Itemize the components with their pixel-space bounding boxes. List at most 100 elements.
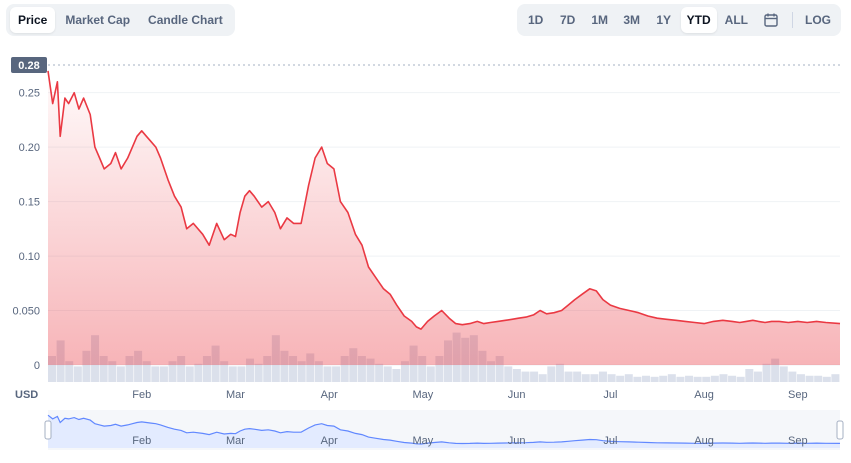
volume-bar <box>581 374 590 382</box>
range-1y-button[interactable]: 1Y <box>656 13 672 27</box>
x-tick-label: Jun <box>508 389 526 401</box>
y-tick-label: 0.050 <box>12 306 40 318</box>
volume-bar <box>779 366 788 382</box>
volume-bar <box>547 366 556 382</box>
volume-bar <box>246 358 255 382</box>
divider <box>792 12 793 28</box>
navigator-left-handle[interactable] <box>44 420 52 440</box>
volume-bar <box>185 366 194 382</box>
volume-bar <box>116 366 125 382</box>
tab-price[interactable]: Price <box>10 7 56 33</box>
volume-bar <box>719 374 728 382</box>
volume-bar <box>263 356 272 382</box>
volume-bar <box>151 366 160 382</box>
volume-bar <box>659 375 668 382</box>
x-axis-labels: Feb Mar Apr May Jun Jul Aug Sep <box>132 389 807 401</box>
range-ytd-button[interactable]: YTD <box>680 7 717 33</box>
volume-bar <box>357 356 366 382</box>
volume-bar <box>555 363 564 382</box>
navigator-tick-label: Apr <box>321 435 338 447</box>
volume-bar <box>297 361 306 382</box>
range-7d-button[interactable]: 7D <box>560 13 576 27</box>
volume-bar <box>676 376 685 382</box>
volume-bar <box>573 371 582 382</box>
navigator-tick-label: May <box>413 435 434 447</box>
tab-candle-chart[interactable]: Candle Chart <box>148 13 223 27</box>
volume-bar <box>125 356 134 382</box>
navigator-tick-label: Aug <box>694 435 714 447</box>
volume-bar <box>108 361 117 382</box>
volume-bar <box>375 363 384 382</box>
y-tick-label: 0.10 <box>19 251 40 263</box>
navigator-tick-label: Sep <box>788 435 808 447</box>
navigator-right-handle[interactable] <box>836 420 844 440</box>
volume-bar <box>633 376 642 382</box>
volume-bar <box>607 374 616 382</box>
navigator-tick-label: Mar <box>226 435 245 447</box>
volume-bar <box>831 374 840 382</box>
calendar-button[interactable] <box>756 7 786 33</box>
x-tick-label: Jul <box>603 389 617 401</box>
volume-bar <box>392 369 401 382</box>
volume-bar <box>418 356 427 382</box>
volume-bar <box>99 356 108 382</box>
y-tick-label: 0.20 <box>19 142 40 154</box>
volume-bar <box>349 348 358 382</box>
range-3m-button[interactable]: 3M <box>623 13 640 27</box>
chart-type-tabs: Price Market Cap Candle Chart <box>6 4 235 36</box>
tab-market-cap[interactable]: Market Cap <box>65 13 131 27</box>
y-axis-labels: 0 0.050 0.10 0.15 0.20 0.25 <box>12 88 40 372</box>
x-tick-label: Feb <box>132 389 151 401</box>
volume-bar <box>504 366 513 382</box>
volume-bar <box>530 371 539 382</box>
volume-bar <box>814 375 823 382</box>
log-scale-button[interactable]: LOG <box>805 13 831 27</box>
volume-bar <box>202 356 211 382</box>
navigator-line <box>47 414 841 445</box>
current-price-badge: 0.28 <box>11 57 47 73</box>
time-range-selector: 1D 7D 1M 3M 1Y YTD ALL LOG <box>516 4 841 36</box>
volume-bar <box>590 374 599 382</box>
navigator: Feb Mar Apr May Jun Jul Aug Sep <box>44 410 844 450</box>
volume-bar <box>194 363 203 382</box>
volume-bar <box>65 361 74 382</box>
volume-bar <box>228 366 237 382</box>
navigator-area <box>48 415 840 448</box>
volume-bar <box>753 371 762 382</box>
range-all-button[interactable]: ALL <box>724 13 748 27</box>
price-area-fill <box>48 70 840 366</box>
volume-bar <box>521 371 530 382</box>
volume-bar <box>745 369 754 382</box>
range-1d-button[interactable]: 1D <box>528 13 544 27</box>
current-price-label: 0.28 <box>18 60 39 72</box>
volume-bar <box>323 366 332 382</box>
volume-bar <box>340 356 349 382</box>
navigator-x-labels: Feb Mar Apr May Jun Jul Aug Sep <box>132 435 807 447</box>
y-tick-label: 0.15 <box>19 197 40 209</box>
volume-bar <box>332 366 341 382</box>
volume-bar <box>478 350 487 382</box>
x-tick-label: May <box>413 389 434 401</box>
x-tick-label: Mar <box>226 389 245 401</box>
volume-bar <box>685 375 694 382</box>
price-line <box>47 70 841 330</box>
volume-bar <box>693 376 702 382</box>
volume-bar <box>237 366 246 382</box>
volume-bar <box>736 376 745 382</box>
volume-bar <box>48 356 57 382</box>
volume-bar <box>366 358 375 382</box>
volume-bar <box>254 363 263 382</box>
volume-bar <box>426 366 435 382</box>
volume-bar <box>280 350 289 382</box>
y-tick-label: 0.25 <box>19 88 40 100</box>
volume-bar <box>82 350 91 382</box>
volume-bar <box>616 375 625 382</box>
x-tick-label: Sep <box>788 389 808 401</box>
volume-bar <box>159 366 168 382</box>
range-1m-button[interactable]: 1M <box>591 13 608 27</box>
volume-bar <box>650 376 659 382</box>
volume-bar <box>538 374 547 382</box>
volume-bar <box>400 361 409 382</box>
volume-bar <box>667 374 676 382</box>
